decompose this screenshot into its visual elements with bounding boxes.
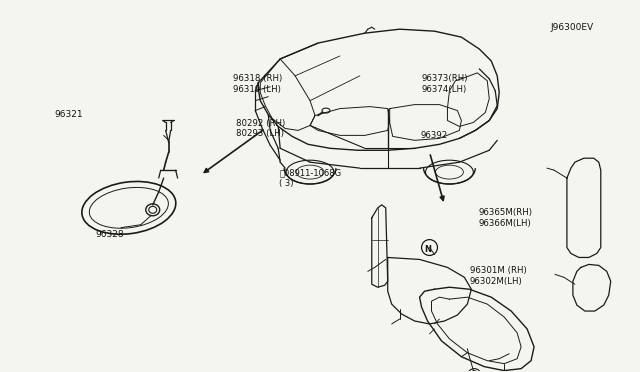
Ellipse shape — [422, 240, 438, 256]
Text: J96300EV: J96300EV — [550, 23, 594, 32]
Text: 96328: 96328 — [96, 230, 124, 238]
Text: ⓝ08911-1068G
( 3): ⓝ08911-1068G ( 3) — [279, 168, 341, 188]
Text: 96392: 96392 — [420, 131, 448, 140]
Text: N: N — [424, 245, 431, 254]
Text: 96365M(RH)
96366M(LH): 96365M(RH) 96366M(LH) — [478, 208, 532, 228]
Ellipse shape — [468, 369, 480, 372]
Text: 96321: 96321 — [54, 110, 83, 119]
Ellipse shape — [146, 204, 160, 216]
Text: 96318 (RH)
96319 (LH): 96318 (RH) 96319 (LH) — [233, 74, 282, 94]
Text: 80292 (RH)
80293 (LH): 80292 (RH) 80293 (LH) — [236, 119, 285, 138]
Text: 96373(RH)
96374(LH): 96373(RH) 96374(LH) — [422, 74, 468, 94]
Text: 96301M (RH)
96302M(LH): 96301M (RH) 96302M(LH) — [470, 266, 527, 286]
